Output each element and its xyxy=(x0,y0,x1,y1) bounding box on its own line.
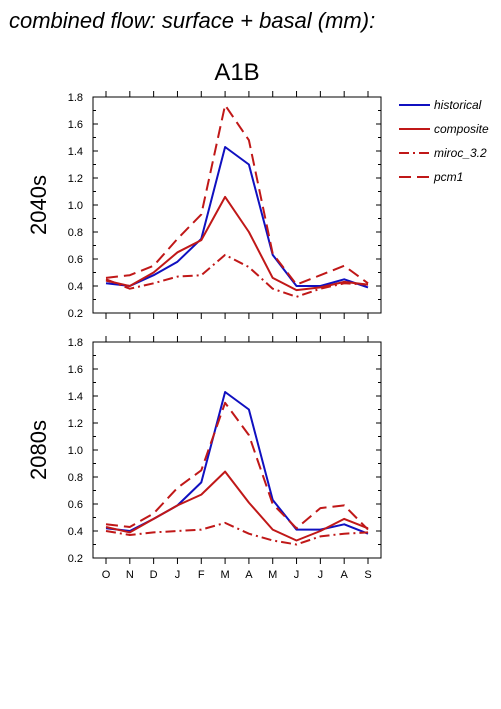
y-tick-label: 0.2 xyxy=(68,308,83,320)
x-tick-label: A xyxy=(245,569,253,581)
y-tick-label: 1.6 xyxy=(68,364,83,376)
x-tick-label: A xyxy=(341,569,349,581)
series-line-miroc-3-2 xyxy=(105,521,369,546)
y-tick-label: 1.8 xyxy=(68,92,83,104)
y-tick-label: 1.2 xyxy=(68,418,83,430)
series-line-pcm1 xyxy=(105,104,369,286)
x-tick-label: N xyxy=(126,569,134,581)
x-tick-label: O xyxy=(102,569,111,581)
series-line-composite xyxy=(105,195,369,292)
y-tick-label: 1.4 xyxy=(68,146,83,158)
row-label-2080s: 2080s xyxy=(26,420,51,480)
x-tick-label: J xyxy=(294,569,300,581)
y-tick-label: 1.2 xyxy=(68,173,83,185)
y-tick-label: 0.2 xyxy=(68,553,83,565)
y-tick-label: 1.6 xyxy=(68,119,83,131)
series-line-historical xyxy=(105,391,369,535)
figure-title: combined flow: surface + basal (mm): xyxy=(9,8,376,33)
legend-label: historical xyxy=(434,98,482,112)
y-tick-label: 0.8 xyxy=(68,472,83,484)
series-line-pcm1 xyxy=(105,401,369,531)
y-tick-label: 1.0 xyxy=(68,200,83,212)
x-tick-label: S xyxy=(364,569,371,581)
x-tick-label: M xyxy=(221,569,230,581)
chart-title: A1B xyxy=(214,59,259,86)
y-tick-label: 0.6 xyxy=(68,499,83,511)
x-tick-label: J xyxy=(175,569,181,581)
y-tick-label: 0.4 xyxy=(68,526,83,538)
y-tick-label: 0.8 xyxy=(68,227,83,239)
x-tick-label: D xyxy=(150,569,158,581)
series-line-composite xyxy=(105,470,369,542)
y-tick-label: 0.6 xyxy=(68,254,83,266)
x-tick-label: M xyxy=(268,569,277,581)
x-tick-label: J xyxy=(318,569,324,581)
series-line-miroc-3-2 xyxy=(105,253,369,298)
series-line-historical xyxy=(105,146,369,289)
legend-label: composite xyxy=(434,122,489,136)
y-tick-label: 1.0 xyxy=(68,445,83,457)
row-label-2040s: 2040s xyxy=(26,175,51,235)
y-tick-label: 1.4 xyxy=(68,391,83,403)
legend-label: pcm1 xyxy=(433,170,463,184)
legend-label: miroc_3.2 xyxy=(434,146,487,160)
x-tick-label: F xyxy=(198,569,205,581)
y-tick-label: 0.4 xyxy=(68,281,83,293)
y-tick-label: 1.8 xyxy=(68,337,83,349)
